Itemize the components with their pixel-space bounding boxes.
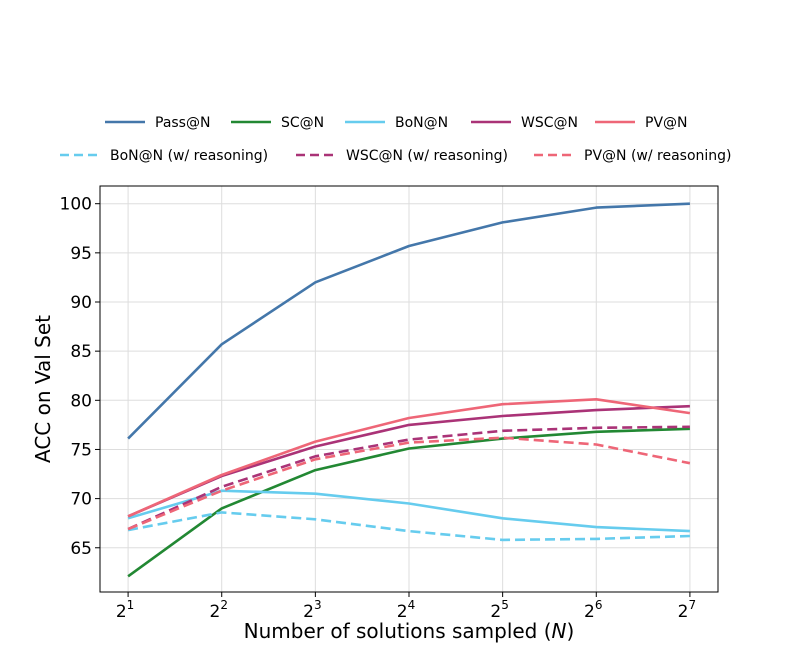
y-tick-label: 100 bbox=[60, 195, 92, 215]
series-line-pv-at-n-w-reasoning bbox=[127, 436, 691, 531]
y-tick-label: 95 bbox=[70, 244, 92, 264]
legend-label-wsc-at-n: WSC@N bbox=[521, 115, 578, 131]
y-tick-label: 90 bbox=[70, 293, 92, 313]
x-tick-exponent: 6 bbox=[595, 598, 603, 612]
x-tick-label: 27 bbox=[678, 598, 696, 622]
x-tick-base: 2 bbox=[116, 602, 127, 622]
series-line-wsc-at-n-w-reasoning bbox=[127, 425, 690, 531]
x-tick-base: 2 bbox=[303, 602, 314, 622]
legend-label-sc-at-n: SC@N bbox=[281, 115, 324, 131]
series-line-bon-at-n-w-reasoning bbox=[127, 511, 690, 542]
series-line-bon-at-n bbox=[127, 489, 690, 533]
y-tick-label: 65 bbox=[70, 539, 92, 559]
x-tick-base: 2 bbox=[678, 602, 689, 622]
x-tick-exponent: 1 bbox=[127, 598, 135, 612]
legend: Pass@N SC@N BoN@N WSC@N PV@N BoN@N (w/ reason… bbox=[60, 115, 732, 164]
x-label-prefix: Number of solutions sampled ( bbox=[244, 619, 552, 643]
x-tick-base: 2 bbox=[397, 602, 408, 622]
legend-label-bon-at-n-w-reasoning: BoN@N (w/ reasoning) bbox=[110, 148, 268, 164]
x-tick-base: 2 bbox=[209, 602, 220, 622]
y-tick-label: 70 bbox=[70, 490, 92, 510]
x-tick-label: 21 bbox=[116, 598, 134, 622]
y-tick-label: 85 bbox=[70, 342, 92, 362]
x-tick-label: 22 bbox=[209, 598, 227, 622]
x-tick-label: 25 bbox=[490, 598, 508, 622]
x-tick-exponent: 5 bbox=[501, 598, 509, 612]
legend-label-bon-at-n: BoN@N bbox=[395, 115, 448, 131]
legend-label-pv-at-n: PV@N bbox=[645, 115, 688, 131]
series-line-sc-at-n bbox=[127, 427, 690, 578]
x-tick-exponent: 4 bbox=[408, 598, 416, 612]
y-tick-label: 75 bbox=[70, 440, 92, 460]
legend-label-wsc-at-n-w-reasoning: WSC@N (w/ reasoning) bbox=[346, 148, 508, 164]
legend-label-pv-at-n-w-reasoning: PV@N (w/ reasoning) bbox=[584, 148, 732, 164]
x-axis-ticks: 21 22 23 24 25 26 27 bbox=[116, 592, 696, 622]
y-axis-ticks: 65 70 75 80 85 90 95 100 bbox=[60, 195, 100, 559]
x-tick-exponent: 3 bbox=[314, 598, 322, 612]
x-label-variable: N bbox=[552, 619, 567, 643]
x-tick-base: 2 bbox=[490, 602, 501, 622]
x-tick-exponent: 7 bbox=[689, 598, 697, 612]
series-layer bbox=[127, 202, 691, 578]
x-axis-label: Number of solutions sampled (N) bbox=[244, 619, 575, 643]
series-line-pv-at-n bbox=[127, 397, 691, 518]
series-line-pass-at-n bbox=[127, 202, 690, 440]
legend-label-pass-at-n: Pass@N bbox=[155, 115, 210, 131]
x-tick-base: 2 bbox=[584, 602, 595, 622]
y-axis-label: ACC on Val Set bbox=[31, 315, 55, 463]
x-tick-label: 26 bbox=[584, 598, 602, 622]
x-label-suffix: ) bbox=[567, 619, 575, 643]
x-tick-label: 24 bbox=[397, 598, 415, 622]
x-tick-exponent: 2 bbox=[220, 598, 228, 612]
x-tick-label: 23 bbox=[303, 598, 321, 622]
y-tick-label: 80 bbox=[70, 391, 92, 411]
